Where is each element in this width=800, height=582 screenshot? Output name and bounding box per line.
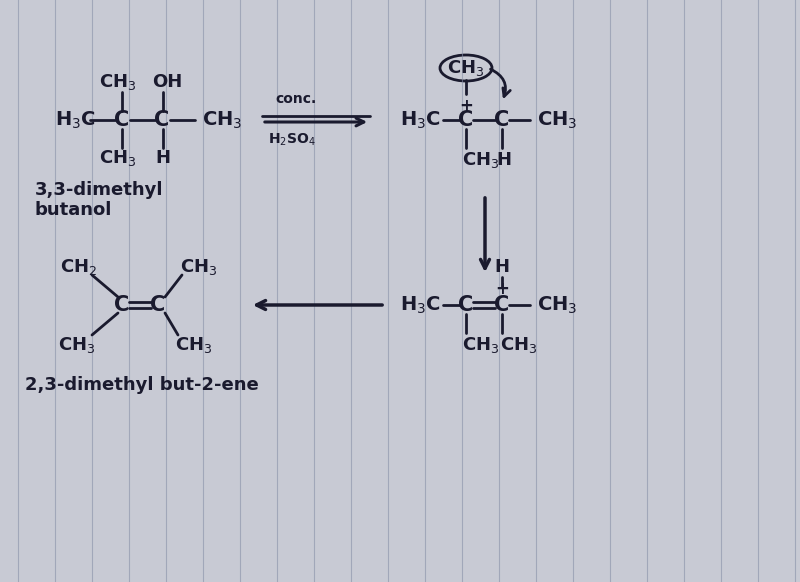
Text: C: C: [494, 295, 510, 315]
Text: CH$_3$: CH$_3$: [462, 335, 499, 355]
Text: C: C: [458, 110, 474, 130]
Text: conc.: conc.: [275, 92, 316, 106]
Text: H$_3$C: H$_3$C: [400, 109, 441, 130]
Text: H: H: [497, 151, 511, 169]
Text: CH$_3$: CH$_3$: [58, 335, 95, 355]
Text: CH$_3$: CH$_3$: [537, 294, 578, 315]
Text: 3,3-dimethyl: 3,3-dimethyl: [35, 181, 163, 199]
Text: 2,3-dimethyl but-2-ene: 2,3-dimethyl but-2-ene: [25, 376, 258, 394]
Text: C: C: [150, 295, 166, 315]
Text: CH$_3$: CH$_3$: [99, 148, 137, 168]
Text: CH$_3$: CH$_3$: [462, 150, 499, 170]
Text: CH$_3$: CH$_3$: [537, 109, 578, 130]
Text: CH$_3$: CH$_3$: [99, 72, 137, 92]
Text: H: H: [155, 149, 170, 167]
Text: H$_2$SO$_4$: H$_2$SO$_4$: [268, 132, 316, 148]
Text: H$_3$C: H$_3$C: [400, 294, 441, 315]
Text: CH$_2$: CH$_2$: [60, 257, 97, 277]
Text: C: C: [154, 110, 170, 130]
Text: H$_3$C: H$_3$C: [55, 109, 96, 130]
Text: +: +: [495, 280, 509, 298]
Text: +: +: [459, 97, 473, 115]
Text: butanol: butanol: [35, 201, 112, 219]
Text: C: C: [114, 110, 130, 130]
Text: OH: OH: [152, 73, 182, 91]
Text: C: C: [494, 110, 510, 130]
Text: CH$_3$: CH$_3$: [175, 335, 213, 355]
Text: CH$_3$: CH$_3$: [180, 257, 218, 277]
Text: CH$_3$: CH$_3$: [447, 58, 485, 78]
Text: C: C: [458, 295, 474, 315]
Text: H: H: [494, 258, 510, 276]
Text: CH$_3$: CH$_3$: [500, 335, 538, 355]
Text: C: C: [114, 295, 130, 315]
Text: CH$_3$: CH$_3$: [202, 109, 242, 130]
